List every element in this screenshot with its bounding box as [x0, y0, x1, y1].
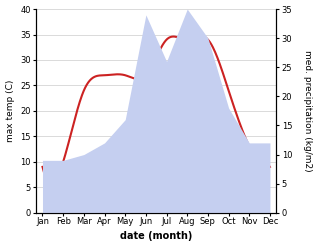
Y-axis label: med. precipitation (kg/m2): med. precipitation (kg/m2): [303, 50, 313, 172]
Y-axis label: max temp (C): max temp (C): [5, 80, 15, 142]
X-axis label: date (month): date (month): [120, 231, 192, 242]
